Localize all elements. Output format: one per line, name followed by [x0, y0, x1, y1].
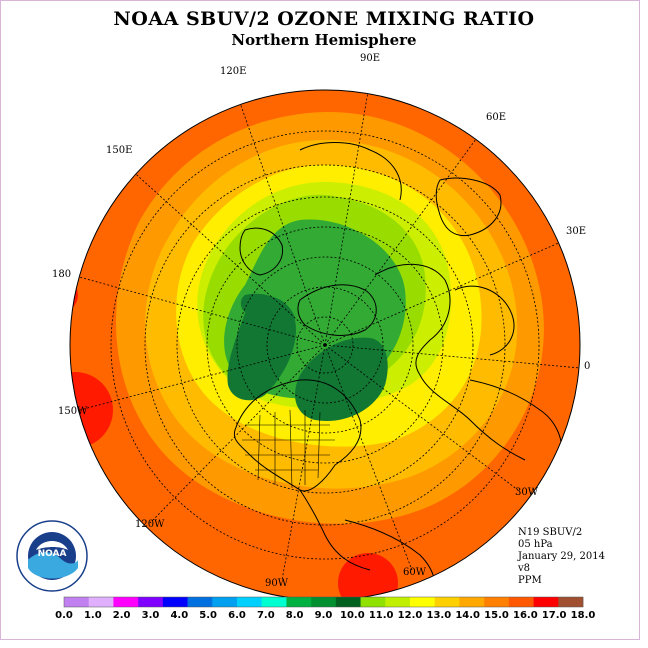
band-10-plus-west	[227, 296, 296, 401]
colorbar-swatch	[311, 597, 337, 607]
info-level: 05 hPa	[518, 539, 553, 550]
colorbar-swatch	[360, 597, 386, 607]
band-10-plus-northwest	[240, 293, 295, 319]
colorbar-swatch	[88, 597, 114, 607]
colorbar-tick-label: 18.0	[571, 610, 596, 621]
colorbar-tick-label: 3.0	[142, 610, 160, 621]
colorbar-swatch	[533, 597, 559, 607]
lon-label-60e: 60E	[486, 112, 506, 123]
lon-label-0: 0	[584, 361, 590, 372]
colorbar-tick-label: 7.0	[257, 610, 275, 621]
us-state-grid	[242, 409, 335, 489]
info-block: N19 SBUV/2 05 hPa January 29, 2014 v8 PP…	[518, 527, 605, 587]
colorbar-swatch	[113, 597, 139, 607]
colorbar-tick-label: 5.0	[199, 610, 217, 621]
lon-label-120w: 120W	[135, 519, 165, 530]
lon-label-30w: 30W	[515, 487, 539, 498]
colorbar-swatch	[385, 597, 411, 607]
colorbar-tick-label: 12.0	[398, 610, 423, 621]
colorbar-swatch	[138, 597, 164, 607]
colorbar-swatch	[484, 597, 510, 607]
colorbar-swatch	[434, 597, 460, 607]
longitude-labels: 120E 90E 60E 150E 30E 180 0 150W 30W 120…	[52, 53, 590, 589]
colorbar-tick-label: 9.0	[315, 610, 333, 621]
colorbar-swatch	[261, 597, 287, 607]
colorbar-swatch	[237, 597, 263, 607]
map-title: NOAA SBUV/2 OZONE MIXING RATIO	[113, 8, 535, 30]
graticule	[71, 90, 580, 581]
info-version: v8	[518, 563, 531, 574]
colorbar-tick-label: 14.0	[455, 610, 480, 621]
colorbar-tick-label: 16.0	[513, 610, 538, 621]
lon-label-150e: 150E	[106, 145, 132, 156]
colorbar-swatch	[410, 597, 436, 607]
colorbar-swatch	[335, 597, 361, 607]
info-units: PPM	[518, 575, 542, 586]
colorbar-tick-label: 11.0	[369, 610, 394, 621]
colorbar-swatch	[508, 597, 534, 607]
colorbar-swatch	[187, 597, 213, 607]
colorbar-tick-label: 10.0	[340, 610, 365, 621]
colorbar-swatch	[212, 597, 238, 607]
lon-label-120e: 120E	[220, 66, 246, 77]
lon-label-180: 180	[52, 269, 71, 280]
info-satellite: N19 SBUV/2	[518, 527, 583, 538]
lon-label-90w: 90W	[265, 578, 289, 589]
colorbar: 0.0 1.0 2.0 3.0 4.0 5.0 6.0 7.0 8.0 9.0 10.0 11.0 12…	[55, 596, 596, 621]
colorbar-swatch	[558, 597, 584, 607]
colorbar-tick-label: 4.0	[170, 610, 188, 621]
colorbar-tick-label: 1.0	[84, 610, 102, 621]
colorbar-tick-label: 0.0	[55, 610, 73, 621]
info-date: January 29, 2014	[518, 551, 605, 562]
band-10-plus-east	[295, 337, 388, 421]
noaa-logo: NOAA	[16, 520, 88, 592]
colorbar-tick-label: 17.0	[542, 610, 567, 621]
colorbar-outline	[63, 596, 584, 608]
lon-label-60w: 60W	[403, 567, 427, 578]
colorbar-swatch	[162, 597, 188, 607]
colorbar-tick-label: 6.0	[228, 610, 246, 621]
colorbar-swatch	[286, 597, 312, 607]
logo-text: NOAA	[38, 549, 67, 559]
colorbar-swatch	[459, 597, 485, 607]
lon-label-90e: 90E	[360, 53, 380, 64]
map-subtitle: Northern Hemisphere	[231, 31, 417, 49]
colorbar-tick-label: 2.0	[113, 610, 131, 621]
lon-label-150w: 150W	[58, 406, 88, 417]
lon-label-30e: 30E	[566, 226, 586, 237]
colorbar-tick-label: 15.0	[484, 610, 509, 621]
colorbar-tick-label: 8.0	[286, 610, 304, 621]
colorbar-tick-label: 13.0	[426, 610, 451, 621]
colorbar-swatch	[64, 597, 90, 607]
